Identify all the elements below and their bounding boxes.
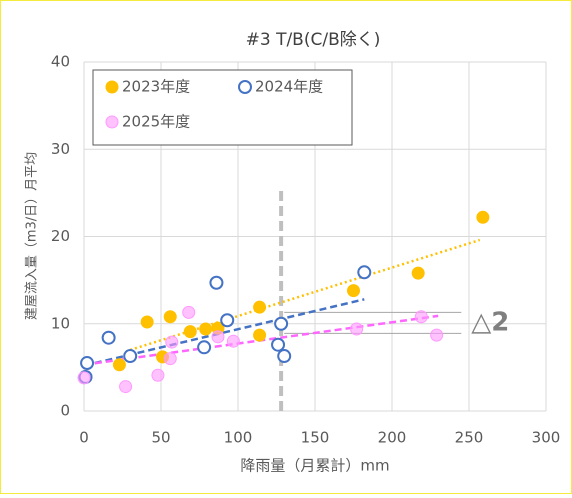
y-axis-label: 建屋流入量（m3/日）月平均 [25,152,40,320]
point [209,275,224,290]
point [123,349,138,364]
annotation-text: △2 [471,307,509,337]
point [253,328,267,342]
y-tick-label: 0 [60,402,70,420]
y-tick-label: 30 [51,140,70,158]
point [165,335,179,349]
point [411,266,425,280]
chart-title: #3 T/B(C/B除く) [246,30,381,50]
point [414,310,428,324]
legend-label: 2024年度 [255,78,323,96]
x-tick-label: 100 [224,429,253,447]
x-axis-label: 降雨量（月累計）mm [240,457,389,475]
point [182,305,196,319]
point [277,349,292,364]
x-tick-label: 50 [151,429,170,447]
legend-marker [105,115,119,129]
point [101,330,116,345]
point [220,313,235,328]
point [253,300,267,314]
legend-label: 2023年度 [122,78,190,96]
point [357,265,372,280]
point [140,315,154,329]
point [347,284,360,298]
x-tick-label: 0 [79,429,89,447]
x-tick-label: 300 [532,429,561,447]
point [211,330,225,344]
legend-box [92,69,353,146]
point [163,352,177,366]
point [119,380,133,394]
point [271,337,286,352]
x-tick-label: 200 [378,429,407,447]
x-tick-label: 150 [301,429,330,447]
point [77,371,91,385]
point [151,368,165,382]
y-tick-label: 20 [51,227,70,245]
y-tick-label: 40 [51,53,70,71]
x-tick-label: 250 [455,429,484,447]
point [350,322,364,336]
point [199,322,213,336]
point [163,310,177,324]
point [80,356,95,371]
point [274,316,289,331]
point [197,340,212,355]
point [112,358,126,372]
legend-marker [238,80,252,94]
legend-marker [105,80,119,94]
point [183,325,197,339]
legend-label: 2025年度 [122,113,190,131]
point [476,210,490,224]
y-tick-label: 10 [51,314,70,332]
point [430,328,444,342]
point [226,334,240,348]
